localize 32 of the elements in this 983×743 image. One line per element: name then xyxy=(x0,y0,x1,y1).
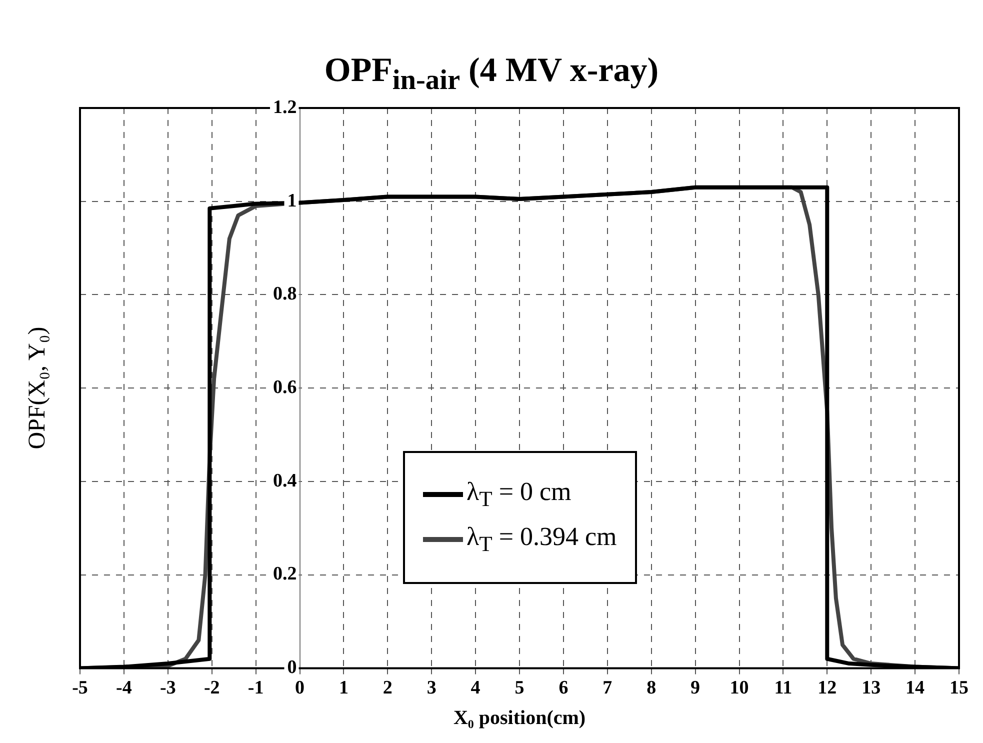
x-tick-label: 4 xyxy=(470,678,481,699)
x-tick-label: -3 xyxy=(160,678,176,699)
x-tick-label: -1 xyxy=(248,678,264,699)
x-tick-label: 12 xyxy=(818,678,837,699)
x-tick-label: 10 xyxy=(730,678,749,699)
x-tick-label: 13 xyxy=(862,678,881,699)
x-tick-label: 11 xyxy=(774,678,792,699)
legend-label: λ$_{T}$ = 0 cm xyxy=(466,477,572,512)
x-tick-label: -4 xyxy=(116,678,132,699)
x-tick-label: 15 xyxy=(950,678,968,699)
x-tick-label: 9 xyxy=(690,678,700,699)
x-tick-label: 5 xyxy=(514,678,524,699)
x-tick-label: -2 xyxy=(204,678,220,699)
x-axis-title: X₀ position(cm) xyxy=(453,707,586,730)
legend-label: λ$_{T}$ = 0.394 cm xyxy=(466,522,617,558)
x-tick-label: 2 xyxy=(382,678,392,699)
y-tick-label: 0.8 xyxy=(273,284,297,305)
y-tick-label: 0.6 xyxy=(273,377,297,398)
x-tick-label: 6 xyxy=(558,678,568,699)
x-tick-label: 3 xyxy=(426,678,436,699)
y-tick-label: 0.4 xyxy=(273,470,298,492)
x-tick-label: 7 xyxy=(602,678,613,699)
y-tick-label: 1.2 xyxy=(273,96,297,118)
chart-title: OPF$_{in-air}$ (4 MV x-ray) xyxy=(323,52,660,97)
x-tick-label: 14 xyxy=(906,678,926,699)
y-tick-label: 0.2 xyxy=(273,564,297,585)
y-tick-label: 1 xyxy=(287,190,297,212)
x-tick-label: 8 xyxy=(646,678,656,699)
y-tick-label: 0 xyxy=(287,657,297,678)
x-tick-label: 1 xyxy=(338,678,348,699)
y-axis-title: OPF(X₀, Y₀) xyxy=(24,326,52,450)
x-tick-label: -5 xyxy=(72,678,88,699)
